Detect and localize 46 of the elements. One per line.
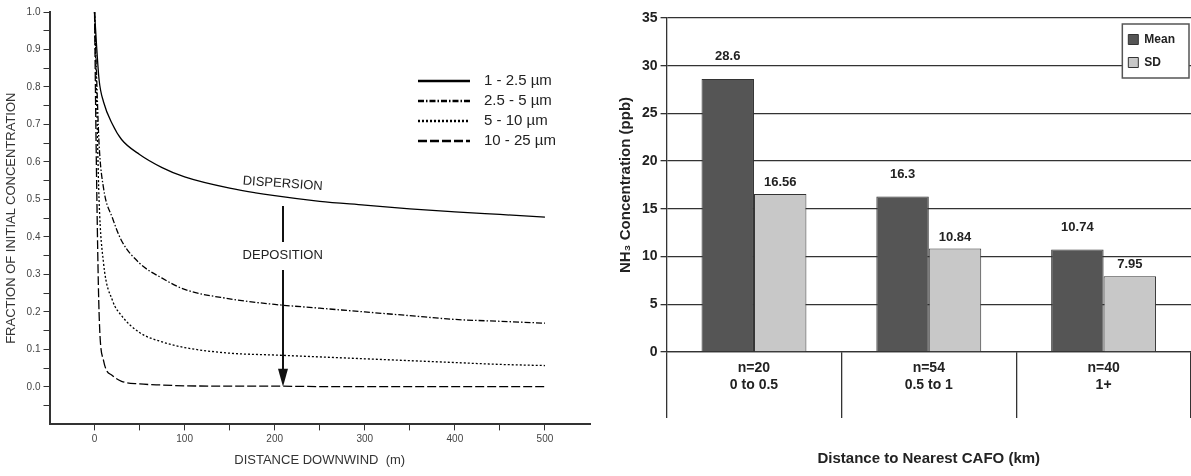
y-tick-label: 0 [649, 342, 658, 359]
y-tick-label: 15 [641, 199, 658, 216]
y-tick-label: 0.5 [26, 193, 41, 205]
legend-label: 5 - 10 µm [484, 111, 548, 129]
data-label: 7.95 [1117, 256, 1143, 272]
y-tick-label: 0.0 [26, 380, 41, 392]
x-tick-label: 0 [91, 433, 98, 445]
legend-label: 10 - 25 µm [484, 131, 557, 149]
y-tick-label: 35 [641, 8, 658, 25]
x-tick-label: n=40 1+ [1087, 359, 1120, 393]
x-tick-label: n=20 0 to 0.5 [729, 359, 779, 393]
annotation: DISPERSION [242, 172, 324, 194]
annotation: DEPOSITION [242, 247, 323, 263]
y-tick-label: 5 [649, 295, 658, 312]
y-tick-label: 0.6 [26, 155, 41, 167]
legend-label: 1 - 2.5 µm [484, 71, 552, 89]
x-axis-title: DISTANCE DOWNWIND (m) [234, 451, 406, 467]
y-tick-label: 25 [641, 104, 658, 121]
x-tick-label: 400 [446, 433, 464, 445]
legend-label: SD [1144, 54, 1162, 69]
x-tick-label: 100 [176, 433, 194, 445]
x-tick-label: 300 [356, 433, 374, 445]
y-tick-label: 0.8 [26, 80, 41, 92]
data-label: 28.6 [715, 48, 741, 64]
legend-label: 2.5 - 5 µm [484, 91, 552, 109]
y-tick-label: 0.9 [26, 43, 41, 55]
x-tick-label: 200 [266, 433, 284, 445]
x-tick-label: n=54 0.5 to 1 [904, 359, 954, 393]
y-tick-label: 0.1 [26, 343, 41, 355]
y-axis-title: NH₃ Concentration (ppb) [616, 96, 634, 274]
x-tick-label: 500 [536, 433, 554, 445]
y-tick-label: 1.0 [26, 5, 41, 17]
data-label: 10.74 [1061, 218, 1095, 234]
y-axis-title: FRACTION OF INITIAL CONCENTRATION [3, 92, 19, 344]
data-label: 10.84 [938, 228, 973, 244]
legend-label: Mean [1144, 31, 1176, 46]
y-tick-label: 10 [641, 247, 658, 264]
y-tick-label: 30 [641, 56, 658, 73]
y-tick-label: 0.4 [26, 230, 41, 242]
y-tick-label: 0.7 [26, 118, 41, 130]
y-tick-label: 20 [641, 152, 658, 168]
data-label: 16.3 [889, 165, 916, 181]
data-label: 16.56 [763, 174, 797, 190]
y-tick-label: 0.2 [26, 305, 41, 317]
y-tick-label: 0.3 [26, 268, 41, 280]
x-axis-title: Distance to Nearest CAFO (km) [817, 449, 1041, 467]
